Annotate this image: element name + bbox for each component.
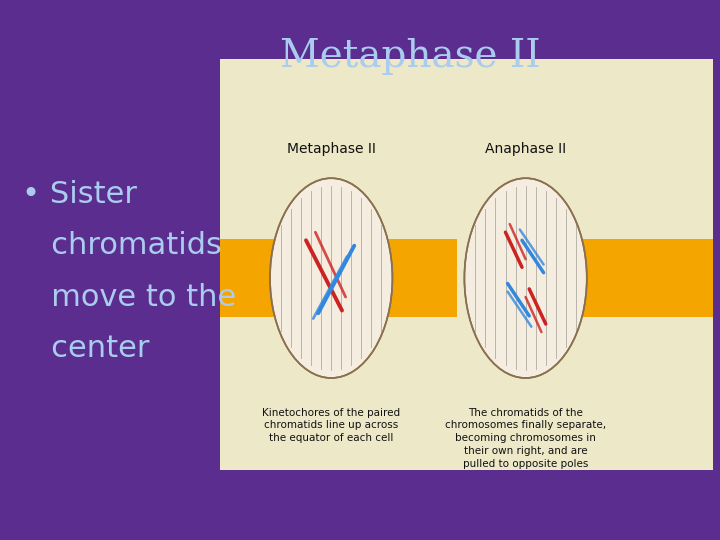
- Ellipse shape: [270, 178, 392, 378]
- Text: center: center: [22, 334, 149, 363]
- Text: The chromatids of the
chromosomes finally separate,
becoming chromosomes in
thei: The chromatids of the chromosomes finall…: [445, 408, 606, 469]
- Ellipse shape: [464, 178, 587, 378]
- Polygon shape: [428, 239, 457, 317]
- Text: chromatids: chromatids: [22, 231, 222, 260]
- Text: Anaphase II: Anaphase II: [485, 141, 566, 156]
- Text: • Sister: • Sister: [22, 180, 137, 209]
- Polygon shape: [684, 239, 713, 317]
- Bar: [220, 239, 713, 317]
- Text: Kinetochores of the paired
chromatids line up across
the equator of each cell: Kinetochores of the paired chromatids li…: [262, 408, 400, 443]
- Bar: [457, 234, 479, 322]
- Text: Metaphase II: Metaphase II: [280, 38, 541, 75]
- Text: Metaphase II: Metaphase II: [287, 141, 376, 156]
- Text: move to the: move to the: [22, 282, 236, 312]
- FancyBboxPatch shape: [220, 59, 713, 470]
